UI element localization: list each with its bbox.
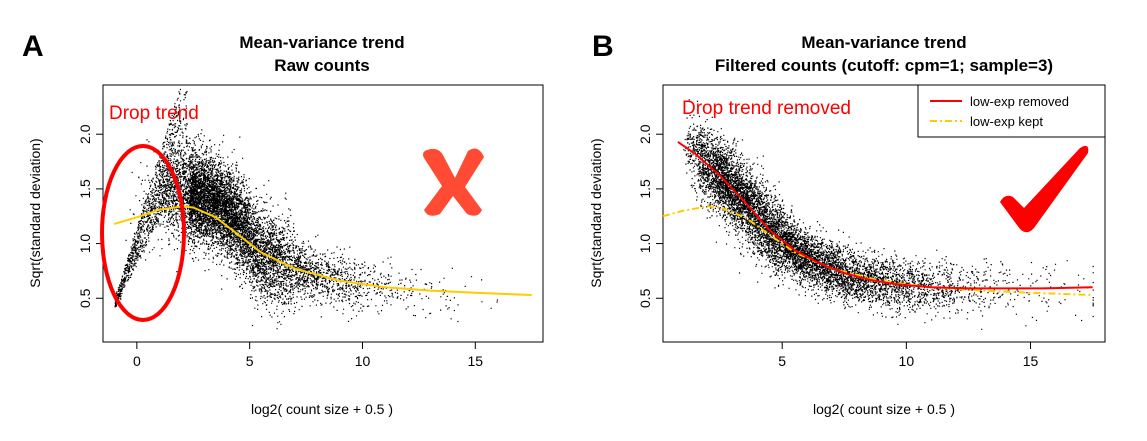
- panel-letter-b: B: [592, 30, 614, 63]
- chart-b-annotation: Drop trend removed: [682, 98, 851, 119]
- chart-a-subtitle: Raw counts: [274, 56, 369, 75]
- chart-a-x-tick-label: 10: [355, 353, 371, 369]
- panel-letter-a: A: [22, 30, 44, 63]
- chart-b-y-tick-label: 1.0: [637, 234, 653, 254]
- chart-a-annotation: Drop trend: [109, 103, 199, 124]
- chart-a-y-tick-label: 1.5: [77, 179, 93, 199]
- cross-mark-icon: [423, 148, 484, 216]
- chart-a-x-tick-label: 0: [133, 353, 141, 369]
- chart-a-trend-line: [114, 205, 532, 296]
- chart-a-points: [114, 88, 499, 330]
- chart-b-xlabel: log2( count size + 0.5 ): [813, 401, 955, 417]
- chart-a-x-axis: 0 5 10 15: [133, 342, 483, 369]
- chart-a-x-tick-label: 15: [468, 353, 484, 369]
- chart-a-y-tick-label: 0.5: [77, 288, 93, 308]
- legend-box: [917, 84, 1106, 138]
- chart-b-subtitle: Filtered counts (cutoff: cpm=1; sample=3…: [715, 56, 1053, 75]
- chart-a-y-tick-label: 1.0: [77, 234, 93, 254]
- chart-b-trend-line-low-exp-kept: [662, 205, 1093, 296]
- chart-panel-b: Mean-variance trend Filtered counts (cut…: [588, 33, 1106, 417]
- chart-a-x-tick-label: 5: [246, 353, 254, 369]
- chart-a-xlabel: log2( count size + 0.5 ): [251, 401, 393, 417]
- chart-b-x-tick-label: 10: [899, 353, 915, 369]
- chart-b-y-tick-label: 1.5: [637, 179, 653, 199]
- chart-a-annotation-ellipse: [100, 144, 186, 322]
- chart-a-ylabel: Sqrt(standard deviation): [27, 138, 43, 287]
- chart-b-y-axis: 0.5 1.0 1.5 2.0: [637, 124, 663, 308]
- chart-a-lines: [114, 205, 532, 296]
- checkmark-icon: [1000, 145, 1089, 233]
- chart-b-trend-line-low-exp-removed: [677, 141, 1093, 290]
- chart-a-y-axis: 0.5 1.0 1.5 2.0: [77, 124, 103, 308]
- chart-a-title: Mean-variance trend: [239, 33, 404, 52]
- chart-b-plot-frame: [662, 84, 1106, 343]
- chart-b-ylabel: Sqrt(standard deviation): [588, 138, 604, 287]
- chart-b-legend: low-exp removed low-exp kept: [917, 84, 1106, 138]
- chart-a-y-tick-label: 2.0: [77, 124, 93, 144]
- chart-b-y-tick-label: 0.5: [637, 288, 653, 308]
- chart-b-y-tick-label: 2.0: [637, 124, 653, 144]
- chart-b-lines: [662, 141, 1093, 296]
- chart-a-scatter-points: [114, 88, 499, 330]
- legend-entry-kept: low-exp kept: [970, 114, 1043, 129]
- chart-b-x-tick-label: 5: [778, 353, 786, 369]
- chart-b-x-axis: 5 10 15: [778, 342, 1039, 369]
- legend-entry-removed: low-exp removed: [970, 94, 1069, 109]
- chart-b-title: Mean-variance trend: [801, 33, 966, 52]
- chart-b-x-tick-label: 15: [1023, 353, 1039, 369]
- chart-panel-a: Mean-variance trend Raw counts 0 5 10 15 0.…: [27, 33, 544, 417]
